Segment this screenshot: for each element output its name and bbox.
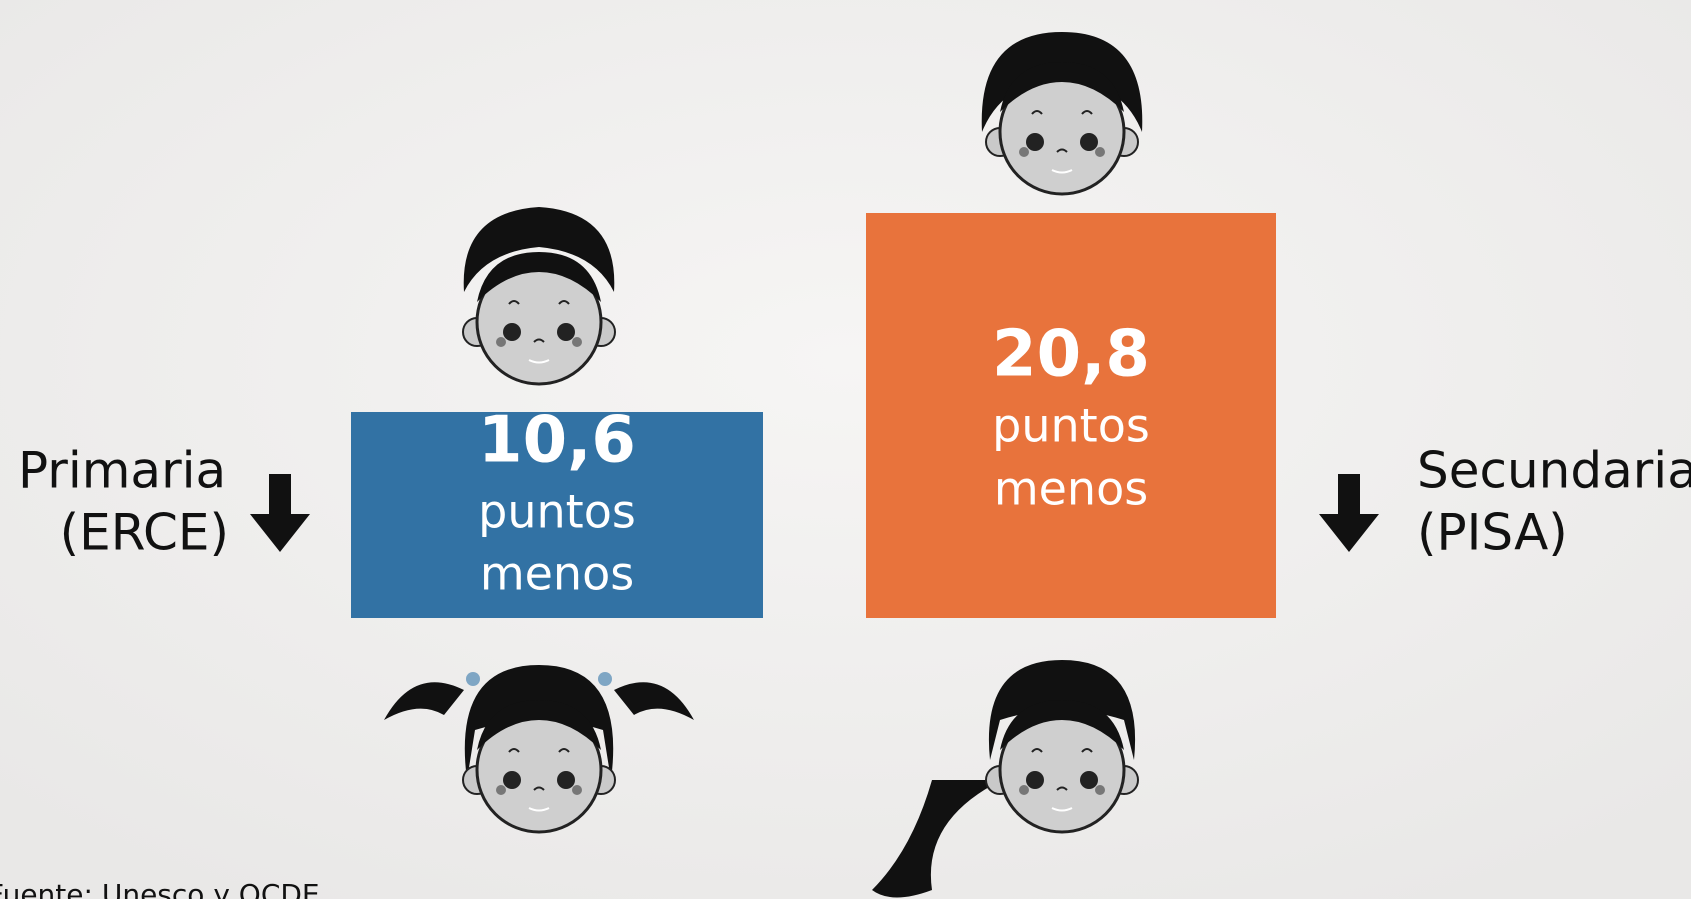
boy-icon (981, 32, 1143, 196)
level-label: Secundaria (1417, 442, 1691, 500)
secondary-unit: menos (994, 462, 1148, 516)
secondary-unit: puntos (992, 399, 1150, 453)
girl-icon (872, 660, 1140, 898)
test-label: (PISA) (1417, 504, 1568, 562)
secondary-value: 20,8 (992, 318, 1150, 392)
down-arrow (250, 474, 310, 552)
down-arrow (1319, 474, 1379, 552)
boy-icon (461, 207, 617, 386)
primary-value: 10,6 (478, 404, 636, 478)
test-label: (ERCE) (60, 504, 229, 562)
source: Fuente: Unesco y OCDE (0, 878, 320, 899)
level-label: Primaria (18, 442, 226, 500)
girl-icon (384, 665, 694, 834)
secondary-box (866, 213, 1276, 618)
primary-box (351, 412, 763, 618)
primary-unit: puntos (478, 485, 636, 539)
primary-unit: menos (480, 547, 634, 601)
